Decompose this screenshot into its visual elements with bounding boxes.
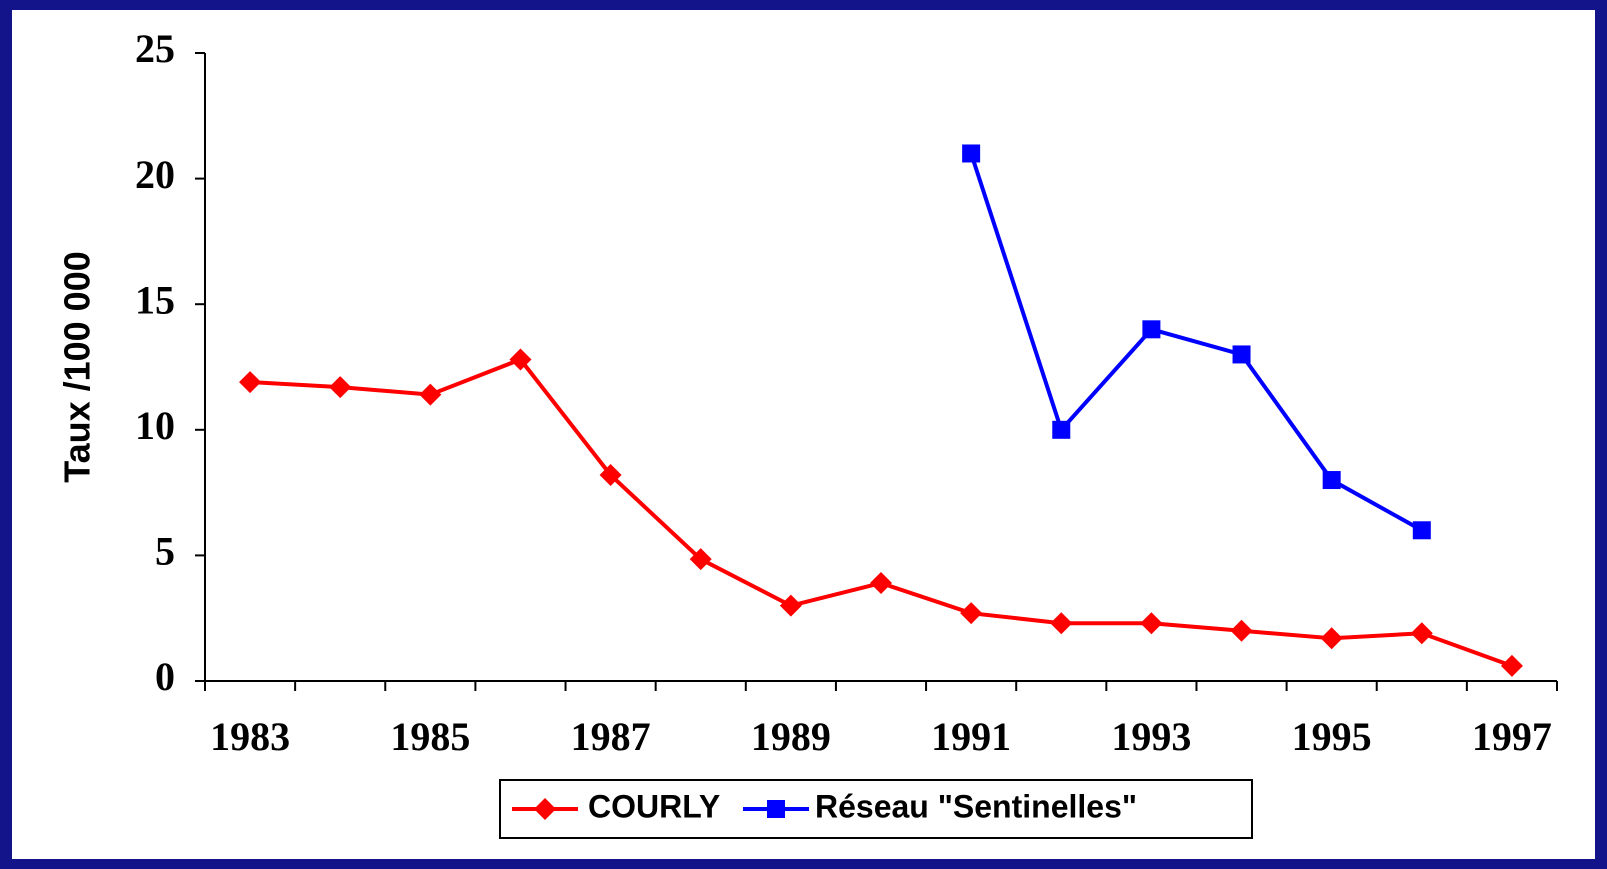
legend-marker: [534, 798, 556, 820]
x-tick-label: 1989: [751, 714, 831, 759]
data-point: [329, 376, 352, 399]
data-point: [1500, 654, 1523, 677]
y-tick-label: 10: [135, 403, 175, 448]
x-tick-label: 1993: [1111, 714, 1191, 759]
data-point: [870, 572, 892, 595]
data-point: [960, 602, 983, 625]
data-point: [239, 371, 262, 394]
y-axis-label: Taux /100 000: [57, 251, 98, 483]
data-point: [1050, 612, 1073, 635]
y-tick-label: 0: [155, 654, 175, 699]
data-point: [509, 348, 532, 371]
data-point: [1140, 612, 1163, 635]
data-point: [599, 464, 622, 487]
x-tick-label: 1983: [210, 714, 290, 759]
data-point: [1232, 345, 1251, 364]
y-tick-label: 20: [135, 152, 175, 197]
data-point: [419, 383, 442, 406]
data-point: [779, 594, 802, 617]
data-point: [689, 548, 712, 571]
data-point: [962, 144, 981, 163]
data-point: [1230, 619, 1253, 642]
data-point: [1410, 622, 1433, 645]
y-tick-label: 15: [135, 277, 175, 322]
x-tick-label: 1985: [390, 714, 470, 759]
legend-box: [499, 779, 1253, 839]
x-tick-label: 1987: [571, 714, 651, 759]
legend-label: COURLY: [588, 788, 720, 824]
y-tick-label: 5: [155, 529, 175, 574]
data-point: [1320, 627, 1343, 650]
chart-area: [12, 10, 1595, 859]
data-point: [1322, 471, 1341, 490]
x-tick-label: 1991: [931, 714, 1011, 759]
x-tick-label: 1995: [1292, 714, 1372, 759]
legend-label: Réseau "Sentinelles": [815, 788, 1137, 824]
legend-marker: [767, 800, 785, 818]
data-point: [1052, 420, 1071, 439]
data-point: [1412, 521, 1431, 540]
y-tick-label: 25: [135, 26, 175, 71]
series-line: [969, 152, 1423, 533]
x-tick-label: 1997: [1472, 714, 1552, 759]
data-point: [1142, 320, 1161, 339]
